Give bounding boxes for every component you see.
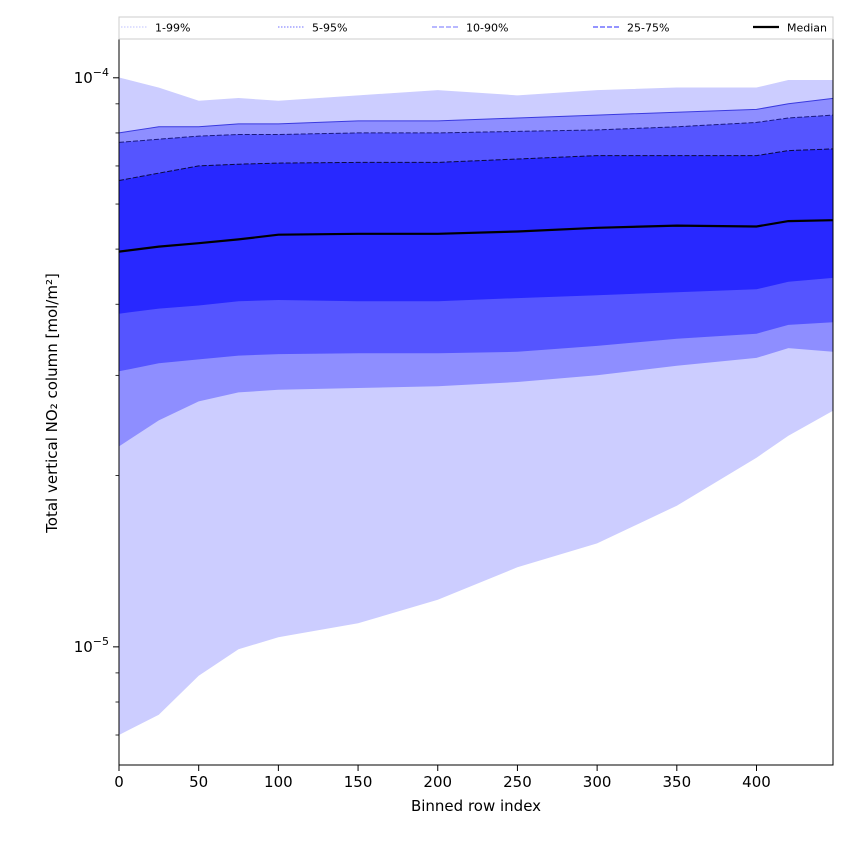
percentile-bands xyxy=(119,77,833,736)
x-tick-label: 150 xyxy=(344,773,373,791)
x-tick-label: 400 xyxy=(742,773,771,791)
x-tick-label: 300 xyxy=(583,773,612,791)
x-tick-label: 50 xyxy=(189,773,208,791)
legend-label: 10-90% xyxy=(466,22,508,35)
band-upper-line-10-90pct xyxy=(118,114,834,143)
x-tick-label: 100 xyxy=(264,773,293,791)
x-tick-label: 350 xyxy=(662,773,691,791)
band-upper-line-1-99pct xyxy=(118,77,833,102)
legend-label: 1-99% xyxy=(155,22,190,35)
x-tick-label: 200 xyxy=(423,773,452,791)
legend-label: 25-75% xyxy=(627,22,669,35)
legend: 1-99% 5-95% 10-90% 25-75% Median xyxy=(118,16,834,40)
band-upper-line-5-95pct xyxy=(118,97,834,134)
x-tick-label: 0 xyxy=(114,773,124,791)
y-axis-label: Total vertical NO₂ column [mol/m²] xyxy=(43,273,61,534)
band-edge-lines xyxy=(118,77,834,181)
band-25-75pct xyxy=(119,148,833,314)
y-tick-label: 10−4 xyxy=(74,66,109,87)
median-line xyxy=(118,219,834,253)
x-axis-label: Binned row index xyxy=(411,797,541,815)
legend-label: Median xyxy=(787,22,827,35)
y-tick-label: 10−5 xyxy=(74,635,109,656)
median-line-group xyxy=(118,219,834,253)
legend-label: 5-95% xyxy=(312,22,347,35)
x-tick-label: 250 xyxy=(503,773,532,791)
band-upper-line-25-75pct xyxy=(118,148,834,181)
legend-box xyxy=(118,16,834,40)
